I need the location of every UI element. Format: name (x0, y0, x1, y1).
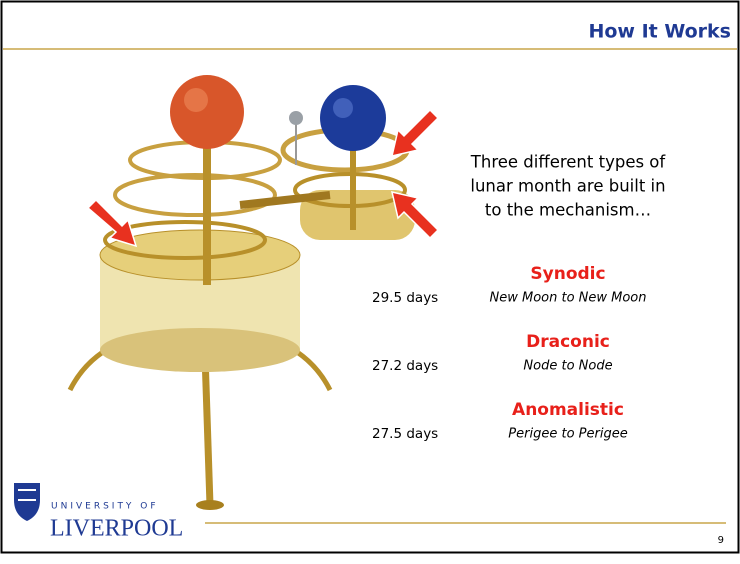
month-name: Synodic (530, 264, 605, 284)
month-description: Node to Node (523, 359, 612, 374)
intro-text: Three different types of lunar month are … (470, 153, 667, 220)
slide: How It Works Three different types of lun… (0, 0, 740, 560)
month-duration: 27.2 days (372, 358, 438, 374)
month-description: New Moon to New Moon (489, 291, 646, 306)
intro-line: to the mechanism… (485, 201, 651, 220)
page-number: 9 (718, 535, 724, 546)
month-duration: 27.5 days (372, 426, 438, 442)
intro-line: Three different types of (470, 153, 667, 172)
logo-top: UNIVERSITY OF (51, 502, 159, 512)
month-name: Draconic (526, 332, 610, 352)
slide-title: How It Works (588, 21, 731, 43)
month-description: Perigee to Perigee (508, 427, 627, 442)
logo-name: LIVERPOOL (50, 516, 183, 542)
month-name: Anomalistic (512, 400, 624, 420)
month-duration: 29.5 days (372, 290, 438, 306)
intro-line: lunar month are built in (470, 177, 665, 196)
